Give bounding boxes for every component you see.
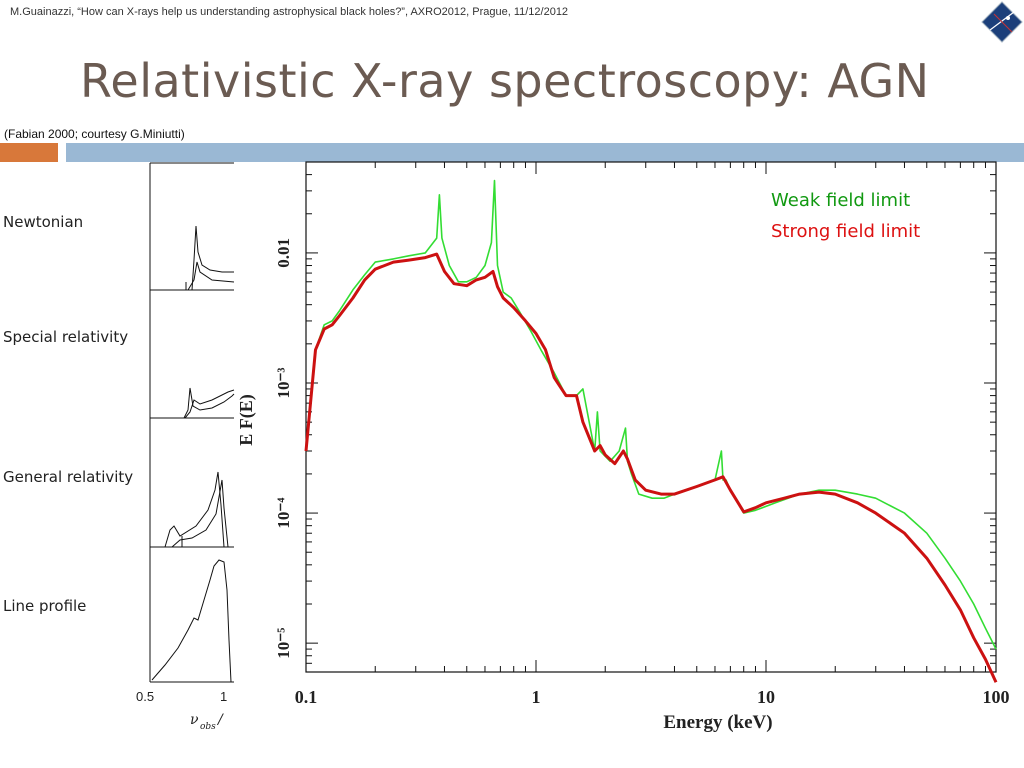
x-axis-label: Energy (keV) [663,712,772,733]
accent-bar-blue [66,143,1024,162]
plot-frame [305,161,997,673]
series-strong-field-line [304,252,998,683]
y-axis-label: E F(E) [236,394,257,446]
y-tick-label: 10⁻³ [274,367,293,398]
panel-label-line-profile: Line profile [3,597,87,615]
panel-label-general-relativity: General relativity [3,468,134,486]
accent-bar-orange [0,143,58,162]
slide-title: Relativistic X-ray spectroscopy: AGN [80,54,930,108]
esa-logo-icon [981,1,1023,43]
panel-label-special-relativity: Special relativity [3,328,129,346]
series-weak-field-line [305,179,997,650]
x-tick-label: 0.1 [295,687,318,707]
legend-strong-field: Strong field limit [771,221,921,242]
x-tick-label: 1 [532,687,541,707]
legend-weak-field: Weak field limit [771,190,911,211]
y-tick-label: 10⁻⁵ [274,628,293,659]
y-tick-label: 0.01 [274,238,293,268]
panel-label-newtonian: Newtonian [3,213,84,231]
y-tick-label: 10⁻⁴ [274,498,293,529]
x-tick-label: 100 [983,687,1010,707]
slide-credit: (Fabian 2000; courtesy G.Miniutti) [4,127,185,141]
x-tick-label: 10 [757,687,775,707]
header-citation: M.Guainazzi, “How can X-rays help us und… [10,6,569,18]
